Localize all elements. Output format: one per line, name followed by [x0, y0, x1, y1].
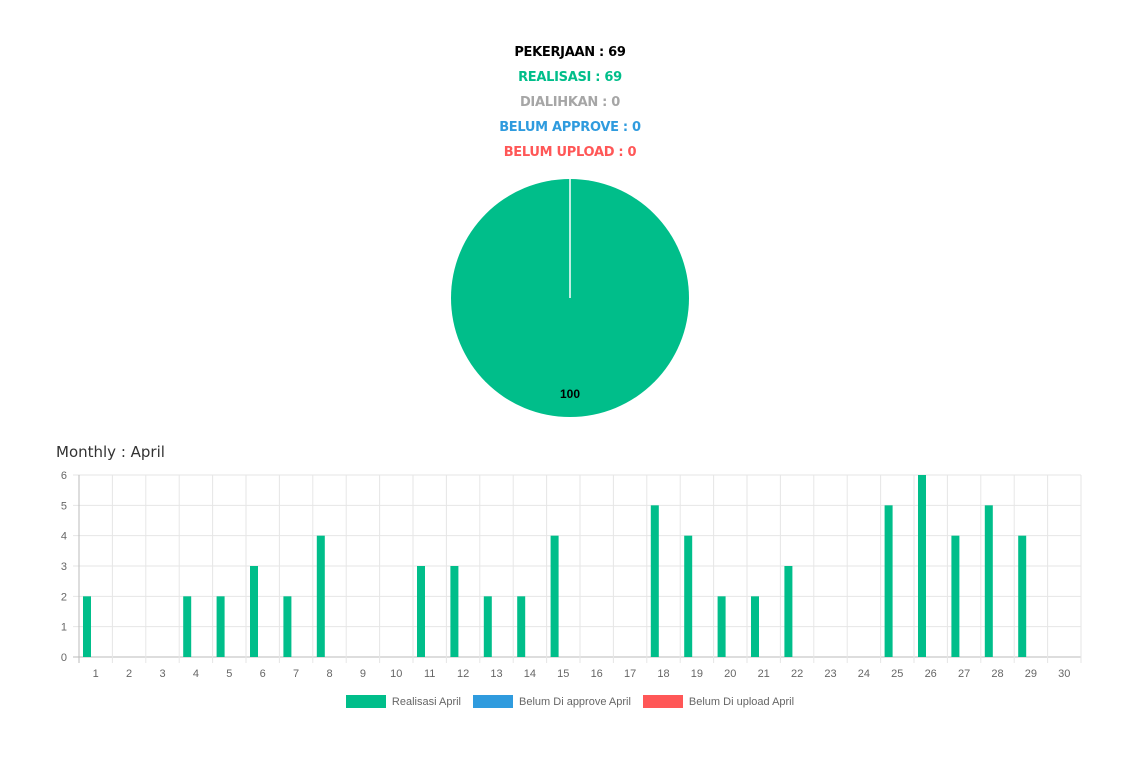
x-tick-label: 25 [891, 668, 903, 680]
bar-realisasi[interactable] [951, 535, 960, 657]
x-tick-label: 23 [824, 668, 836, 680]
x-tick-label: 1 [93, 668, 99, 680]
x-tick-label: 5 [226, 668, 232, 680]
x-tick-label: 26 [925, 668, 937, 680]
x-tick-label: 15 [557, 668, 569, 680]
chart-legend: Realisasi April Belum Di approve April B… [0, 695, 1140, 708]
x-tick-label: 6 [260, 668, 266, 680]
bar-realisasi[interactable] [83, 596, 91, 657]
monthly-title: Monthly : April [56, 443, 165, 461]
legend-label-realisasi: Realisasi April [391, 695, 462, 708]
x-tick-label: 20 [724, 668, 736, 680]
bar-realisasi[interactable] [751, 596, 759, 657]
belum-upload-stat: BELUM UPLOAD : 0 [503, 145, 637, 160]
x-tick-label: 9 [360, 668, 366, 680]
bar-realisasi[interactable] [250, 566, 258, 657]
x-tick-label: 27 [958, 668, 970, 680]
x-tick-label: 3 [159, 668, 165, 680]
x-tick-label: 19 [691, 668, 703, 680]
pie-chart: 100 [451, 179, 689, 417]
bar-realisasi[interactable] [684, 535, 693, 657]
dialihkan-stat: DIALIHKAN : 0 [519, 95, 621, 110]
legend-swatch-belum-approve [473, 695, 514, 708]
realisasi-stat: REALISASI : 69 [518, 70, 622, 85]
y-tick-label: 6 [61, 470, 67, 482]
bar-realisasi[interactable] [1018, 535, 1027, 657]
x-tick-label: 13 [490, 668, 502, 680]
x-tick-label: 28 [991, 668, 1003, 680]
belum-approve-stat: BELUM APPROVE : 0 [499, 120, 641, 135]
x-tick-label: 12 [457, 668, 469, 680]
bar-realisasi[interactable] [918, 475, 926, 657]
legend-label-belum-upload: Belum Di upload April [688, 695, 795, 708]
bar-realisasi[interactable] [717, 596, 726, 657]
x-tick-label: 8 [326, 668, 332, 680]
x-tick-label: 29 [1025, 668, 1037, 680]
bar-realisasi[interactable] [216, 596, 225, 657]
x-tick-label: 11 [424, 668, 435, 680]
bar-realisasi[interactable] [984, 505, 993, 657]
bar-realisasi[interactable] [784, 566, 793, 657]
x-tick-label: 14 [524, 668, 536, 680]
bar-realisasi[interactable] [450, 566, 459, 657]
bar-realisasi[interactable] [283, 596, 292, 657]
x-tick-label: 16 [591, 668, 603, 680]
x-tick-label: 22 [791, 668, 803, 680]
x-tick-label: 17 [624, 668, 636, 680]
x-tick-label: 30 [1058, 668, 1070, 680]
legend-item-realisasi[interactable]: Realisasi April [345, 695, 462, 708]
x-tick-label: 18 [657, 668, 669, 680]
y-tick-label: 5 [61, 500, 67, 512]
x-tick-label: 24 [858, 668, 870, 680]
x-tick-label: 7 [293, 668, 299, 680]
x-tick-label: 4 [193, 668, 199, 680]
bar-realisasi[interactable] [417, 566, 425, 657]
summary-stats: PEKERJAAN : 69 REALISASI : 69 DIALIHKAN … [0, 42, 1140, 167]
bar-realisasi[interactable] [316, 535, 325, 657]
legend-swatch-realisasi [345, 695, 386, 708]
bar-realisasi[interactable] [650, 505, 659, 657]
pekerjaan-stat: PEKERJAAN : 69 [514, 45, 626, 60]
y-tick-label: 4 [61, 531, 67, 543]
legend-item-belum-upload[interactable]: Belum Di upload April [642, 695, 795, 708]
bar-realisasi[interactable] [483, 596, 492, 657]
legend-swatch-belum-upload [642, 695, 683, 708]
y-tick-label: 3 [61, 561, 67, 573]
bar-realisasi[interactable] [550, 535, 559, 657]
bar-realisasi[interactable] [884, 505, 893, 657]
y-tick-label: 2 [61, 591, 67, 603]
y-tick-label: 1 [61, 622, 67, 634]
legend-item-belum-approve[interactable]: Belum Di approve April [473, 695, 631, 708]
x-tick-label: 10 [390, 668, 402, 680]
x-tick-label: 21 [758, 668, 770, 680]
y-tick-label: 0 [61, 652, 67, 664]
bar-realisasi[interactable] [183, 596, 192, 657]
x-tick-label: 2 [126, 668, 132, 680]
pie-data-label: 100 [560, 387, 580, 401]
legend-label-belum-approve: Belum Di approve April [519, 695, 631, 708]
bar-realisasi[interactable] [517, 596, 526, 657]
